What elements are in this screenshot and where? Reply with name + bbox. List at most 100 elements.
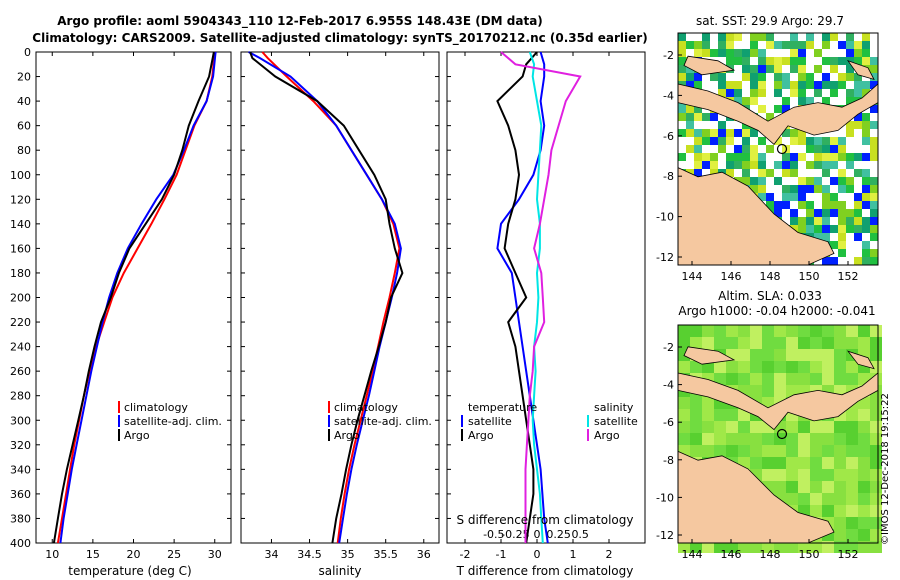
y-tick-label: 40: [17, 95, 31, 108]
series-line-climatology: [261, 51, 401, 544]
map-cell: [838, 249, 846, 257]
map-cell: [810, 325, 822, 337]
map-cell: [834, 361, 846, 373]
y-tick-label: 320: [10, 439, 31, 452]
map-cell: [790, 217, 798, 225]
map-cell: [734, 129, 742, 137]
map-cell: [870, 409, 882, 421]
sla-map-title2: Argo h1000: -0.04 h2000: -0.041: [678, 304, 875, 318]
map-cell: [678, 105, 686, 113]
map-y-tick-label: -6: [663, 130, 674, 143]
map-cell: [678, 325, 690, 337]
map-cell: [766, 193, 774, 201]
map-cell: [838, 153, 846, 161]
map-cell: [738, 445, 750, 457]
map-cell: [790, 209, 798, 217]
map-cell: [734, 97, 742, 105]
map-cell: [862, 201, 870, 209]
map-cell: [798, 337, 810, 349]
map-cell: [870, 153, 878, 161]
temperature-legend: climatology satellite-adj. clim. Argo: [118, 401, 222, 442]
map-cell: [690, 325, 702, 337]
map-cell: [710, 161, 718, 169]
map-cell: [762, 469, 774, 481]
map-cell: [774, 541, 786, 553]
map-cell: [870, 337, 882, 349]
map-cell: [786, 421, 798, 433]
map-cell: [702, 325, 714, 337]
map-cell: [810, 493, 822, 505]
map-cell: [738, 541, 750, 553]
map-cell: [870, 505, 882, 517]
map-cell: [870, 81, 878, 89]
map-cell: [774, 361, 786, 373]
map-cell: [750, 73, 758, 81]
map-cell: [862, 81, 870, 89]
map-cell: [870, 541, 882, 553]
map-cell: [846, 469, 858, 481]
map-cell: [846, 121, 854, 129]
map-cell: [766, 201, 774, 209]
map-cell: [830, 145, 838, 153]
x-tick-label: 15: [86, 548, 100, 561]
map-y-tick-label: -4: [663, 89, 674, 102]
map-cell: [822, 81, 830, 89]
map-cell: [846, 433, 858, 445]
map-cell: [846, 89, 854, 97]
map-cell: [738, 349, 750, 361]
map-cell: [762, 541, 774, 553]
map-cell: [690, 445, 702, 457]
map-cell: [834, 541, 846, 553]
map-x-tick-label: 148: [760, 548, 781, 561]
map-cell: [774, 337, 786, 349]
map-cell: [690, 409, 702, 421]
map-cell: [798, 217, 806, 225]
map-cell: [718, 33, 726, 41]
map-cell: [678, 409, 690, 421]
map-cell: [798, 193, 806, 201]
map-cell: [734, 153, 742, 161]
map-cell: [854, 41, 862, 49]
map-cell: [790, 81, 798, 89]
x-tick-label: 34.5: [297, 548, 322, 561]
y-tick-label: 180: [10, 267, 31, 280]
map-x-tick-label: 146: [721, 548, 742, 561]
map-cell: [854, 49, 862, 57]
map-cell: [734, 145, 742, 153]
legend-temperature-title: temperature: [468, 401, 537, 414]
map-cell: [762, 373, 774, 385]
map-cell: [790, 185, 798, 193]
map-y-tick-label: -6: [663, 416, 674, 429]
land-island: [846, 350, 875, 370]
map-cell: [822, 57, 830, 65]
map-cell: [798, 185, 806, 193]
map-cell: [834, 517, 846, 529]
series-line-salinity-satellite: [528, 51, 544, 544]
land-island: [683, 346, 736, 365]
y-tick-label: 340: [10, 463, 31, 476]
y-tick-label: 100: [10, 169, 31, 182]
map-cell: [822, 209, 830, 217]
map-cell: [862, 41, 870, 49]
map-cell: [702, 445, 714, 457]
map-cell: [782, 153, 790, 161]
map-cell: [774, 177, 782, 185]
map-cell: [762, 325, 774, 337]
map-cell: [726, 153, 734, 161]
map-cell: [774, 81, 782, 89]
map-cell: [742, 73, 750, 81]
map-cell: [810, 337, 822, 349]
map-cell: [870, 517, 882, 529]
map-cell: [718, 73, 726, 81]
map-cell: [694, 129, 702, 137]
map-cell: [790, 153, 798, 161]
map-cell: [786, 373, 798, 385]
map-cell: [798, 49, 806, 57]
map-cell: [690, 397, 702, 409]
map-cell: [862, 57, 870, 65]
map-cell: [830, 137, 838, 145]
map-cell: [750, 33, 758, 41]
series-line-temperature-satellite: [496, 51, 549, 544]
map-cell: [694, 105, 702, 113]
y-tick-label: 380: [10, 512, 31, 525]
